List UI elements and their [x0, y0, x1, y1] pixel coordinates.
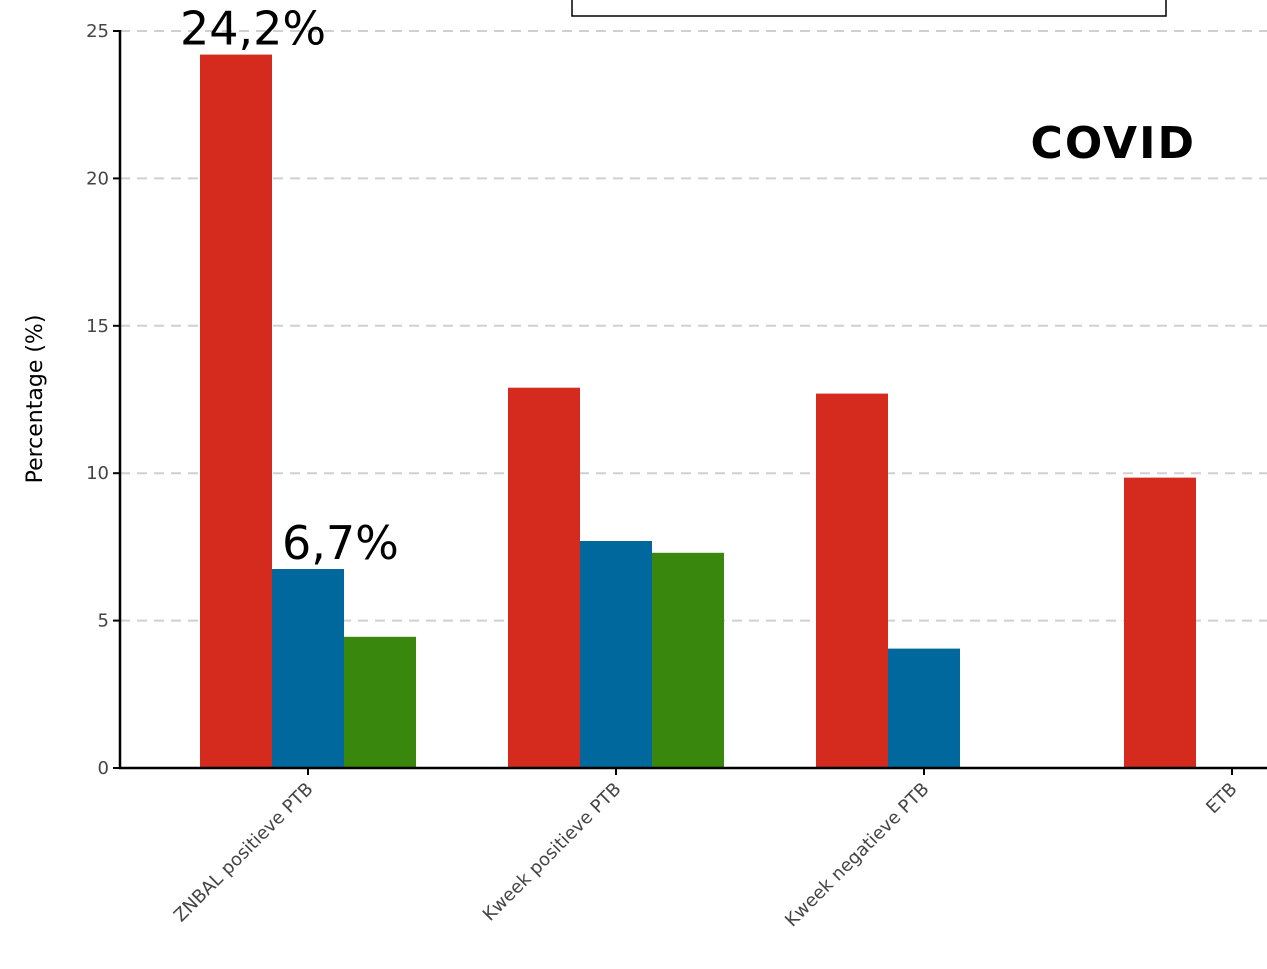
y-tick-label: 0: [98, 758, 109, 779]
bar: [888, 648, 960, 768]
y-ticks: 0 5 10 15 20 25: [86, 21, 120, 779]
legend-box: [571, 0, 1167, 17]
bar-value-label: 24,2%: [180, 2, 326, 56]
bar: [344, 636, 416, 768]
bar: [1124, 477, 1196, 768]
bars: [200, 54, 1196, 769]
bar: [652, 552, 724, 768]
bar-annotations: 24,2% 6,7%: [180, 2, 399, 570]
y-tick-label: 10: [86, 463, 109, 484]
bar-value-label: 6,7%: [282, 516, 399, 570]
bar: [272, 569, 344, 768]
chart-title: COVID: [1031, 118, 1196, 169]
y-tick-label: 25: [86, 21, 109, 42]
x-tick-label: ZNBAL positieve PTB: [170, 779, 318, 927]
x-tick-label: ETB: [1202, 779, 1241, 818]
axes: [118, 30, 1267, 770]
y-tick-label: 15: [86, 316, 109, 337]
y-tick-label: 20: [86, 168, 109, 189]
bar: [816, 393, 888, 768]
y-tick-label: 5: [98, 611, 109, 632]
x-tick-label: Kweek negatieve PTB: [781, 779, 933, 931]
bar: [580, 541, 652, 768]
bar: [200, 54, 272, 769]
x-ticks: ZNBAL positieve PTB Kweek positieve PTB Kw…: [170, 768, 1242, 931]
y-axis-title: Percentage (%): [23, 315, 48, 484]
bar: [508, 387, 580, 768]
x-tick-label: Kweek positieve PTB: [479, 779, 626, 926]
